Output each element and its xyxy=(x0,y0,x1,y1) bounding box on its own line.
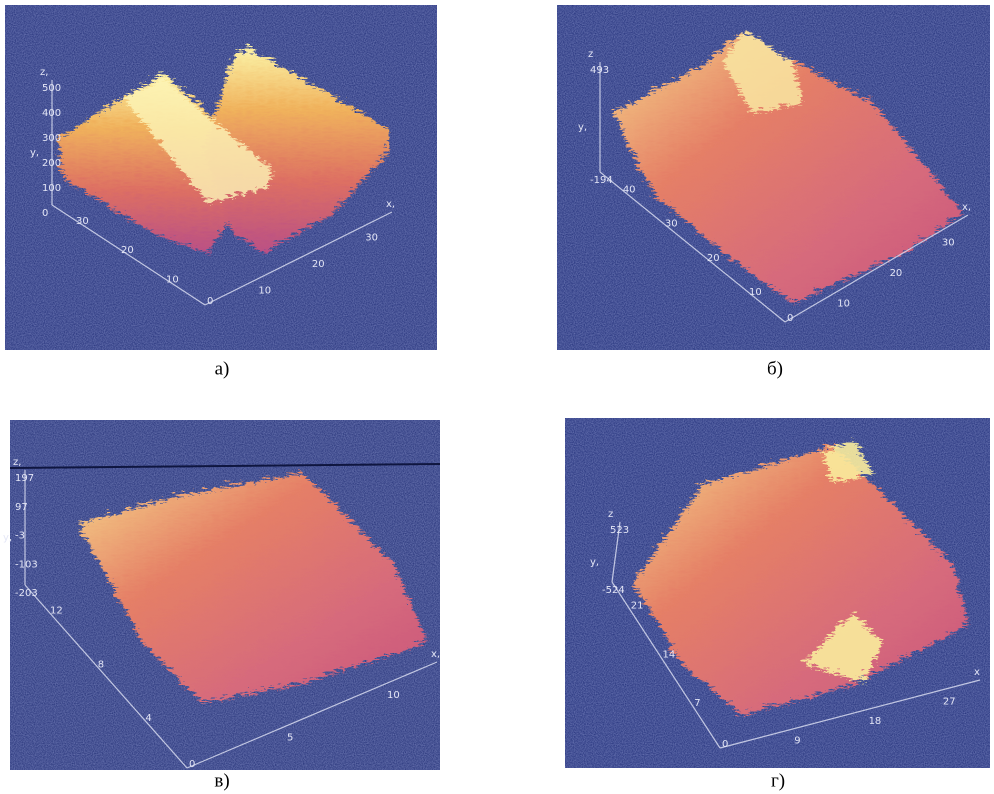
y-tick-label: 7 xyxy=(694,698,700,709)
origin-label: 0 xyxy=(787,313,793,324)
x-tick-label: 9 xyxy=(794,736,800,747)
z-tick-label: 97 xyxy=(15,502,28,513)
y-tick-label: 4 xyxy=(145,713,151,724)
z-axis-label: z, xyxy=(40,67,48,78)
origin-label: 0 xyxy=(207,296,213,307)
caption: а) xyxy=(215,358,230,379)
y-tick-label: 10 xyxy=(749,287,762,298)
y-tick-label: 8 xyxy=(98,659,104,670)
x-tick-label: 30 xyxy=(942,237,955,248)
x-tick-label: 20 xyxy=(312,259,325,270)
z-tick-label: 493 xyxy=(590,65,609,76)
caption: б) xyxy=(767,358,783,379)
origin-label: 0 xyxy=(722,739,728,750)
z-tick-label: 300 xyxy=(42,133,61,144)
x-axis-label: x xyxy=(974,667,980,678)
y-axis-label: y, xyxy=(3,533,12,544)
y-tick-label: 30 xyxy=(76,216,89,227)
x-axis-label: x, xyxy=(386,199,395,210)
x-tick-label: 20 xyxy=(890,268,903,279)
y-tick-label: 20 xyxy=(121,245,134,256)
x-axis-label: x, xyxy=(431,649,440,660)
z-tick-label: 197 xyxy=(15,473,34,484)
y-tick-label: 30 xyxy=(665,219,678,230)
z-tick-label: -203 xyxy=(15,588,38,599)
x-tick-label: 30 xyxy=(365,232,378,243)
y-tick-label: 40 xyxy=(623,185,636,196)
x-tick-label: 5 xyxy=(287,733,293,744)
figure: z,5004003002001000y,3020100102030x,а)z49… xyxy=(0,0,994,794)
x-tick-label: 27 xyxy=(943,697,956,708)
y-axis-label: y, xyxy=(590,557,599,568)
z-tick-label: 200 xyxy=(42,158,61,169)
y-tick-label: 12 xyxy=(50,606,63,617)
z-tick-label: -194 xyxy=(590,175,613,186)
z-tick-label: 400 xyxy=(42,108,61,119)
x-tick-label: 10 xyxy=(258,285,271,296)
z-tick-label: 500 xyxy=(42,83,61,94)
z-tick-label: 523 xyxy=(610,525,629,536)
z-axis-label: z xyxy=(588,49,593,60)
x-tick-label: 18 xyxy=(869,716,882,727)
z-axis-label: z, xyxy=(13,457,21,468)
origin-label: 0 xyxy=(189,759,195,770)
x-tick-label: 10 xyxy=(387,690,400,701)
y-tick-label: 21 xyxy=(631,601,644,612)
caption: г) xyxy=(771,770,785,791)
y-axis-label: y, xyxy=(578,122,587,133)
z-tick-label: -3 xyxy=(15,531,25,542)
z-tick-label: 100 xyxy=(42,183,61,194)
z-tick-label: -524 xyxy=(602,585,625,596)
surfaces xyxy=(55,28,965,712)
x-axis-label: x, xyxy=(962,202,971,213)
z-axis-label: z xyxy=(608,509,613,520)
y-tick-label: 14 xyxy=(662,649,675,660)
y-tick-label: 10 xyxy=(166,275,179,286)
z-tick-label: -103 xyxy=(15,559,38,570)
x-tick-label: 10 xyxy=(837,298,850,309)
y-tick-label: 20 xyxy=(707,253,720,264)
caption: в) xyxy=(214,770,229,791)
y-axis-label: y, xyxy=(30,148,39,159)
z-tick-label: 0 xyxy=(42,208,48,219)
